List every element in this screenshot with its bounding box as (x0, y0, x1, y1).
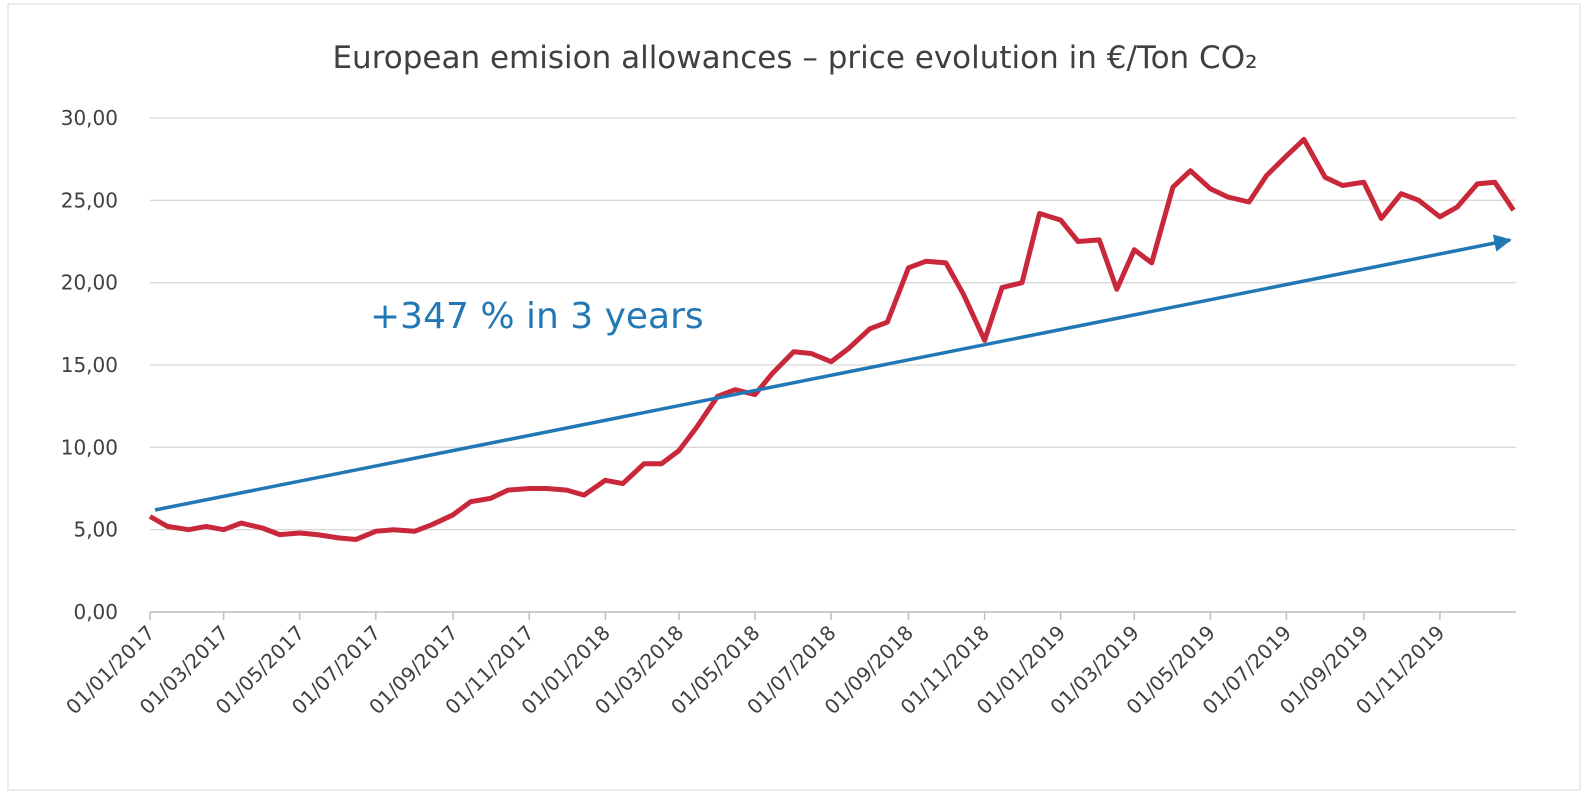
y-tick-label: 0,00 (73, 600, 118, 624)
y-tick-label: 20,00 (61, 271, 118, 295)
chart-title: European emision allowances – price evol… (332, 40, 1257, 76)
y-tick-label: 30,00 (61, 106, 118, 130)
price-line (148, 136, 1516, 542)
annotation: +347 % in 3 years (370, 296, 704, 337)
y-tick-label: 25,00 (61, 188, 118, 212)
frame (7, 3, 1581, 791)
y-tick-label: 15,00 (61, 353, 118, 377)
y-tick-label: 5,00 (73, 518, 118, 542)
y-tick-label: 10,00 (61, 435, 118, 459)
trend-arrow (154, 234, 1512, 512)
